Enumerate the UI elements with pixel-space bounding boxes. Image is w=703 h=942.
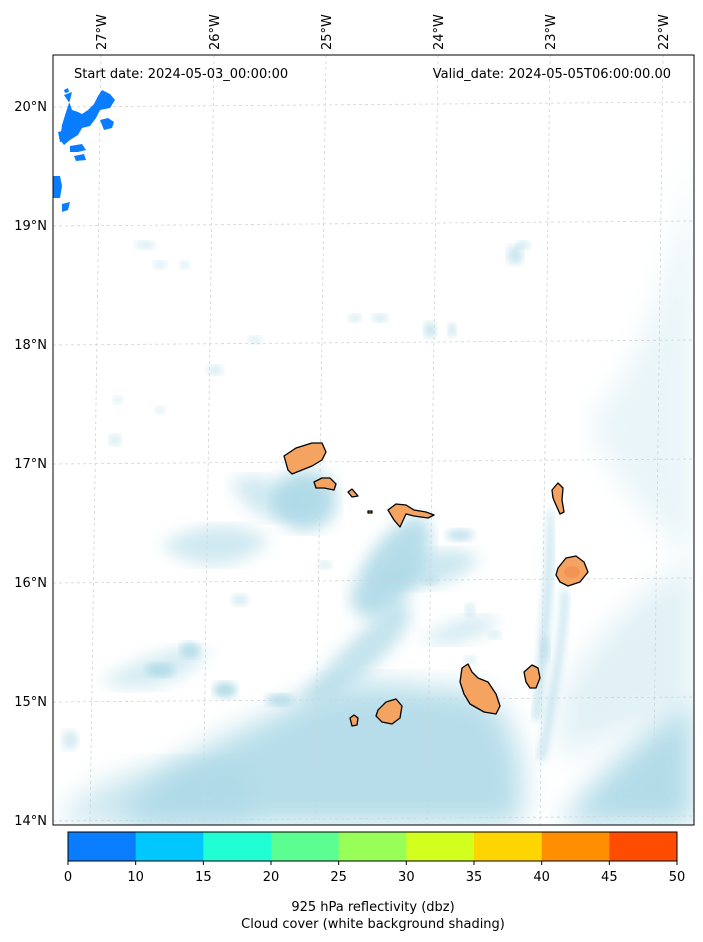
colorbar-tick-label: 10: [127, 870, 144, 885]
reflectivity-echoes: [53, 88, 115, 212]
lat-label: 20°N: [14, 100, 47, 115]
lon-label: 24°W: [432, 14, 447, 50]
colorbar-segment: [68, 832, 137, 861]
island-santa-luzia: [347, 488, 359, 498]
lat-label: 18°N: [14, 338, 47, 353]
island-sal: [551, 482, 565, 515]
colorbar-label: 925 hPa reflectivity (dbz): [291, 900, 455, 915]
colorbar-tick-label: 40: [533, 870, 550, 885]
colorbar-tick-label: 0: [64, 870, 72, 885]
island-santiago: [459, 663, 501, 715]
island-islet: [367, 510, 373, 514]
lon-label: 27°W: [95, 14, 110, 50]
lon-label: 26°W: [208, 14, 223, 50]
colorbar-tick-label: 45: [601, 870, 618, 885]
island-sao-nicolau: [387, 503, 435, 528]
lon-label: 25°W: [320, 14, 335, 50]
colorbar-tick-label: 50: [669, 870, 686, 885]
island-santo-antao: [283, 442, 327, 475]
colorbar-segment: [271, 832, 340, 861]
colorbar-tick-label: 15: [195, 870, 212, 885]
gridlines: [53, 55, 694, 825]
colorbar-segment: [406, 832, 475, 861]
colorbar-segment: [203, 832, 272, 861]
map-frame: [52, 54, 695, 826]
lat-label: 17°N: [14, 457, 47, 472]
colorbar-caption: 925 hPa reflectivity (dbz) Cloud cover (…: [0, 899, 703, 933]
start-date-text: Start date: 2024-05-03_00:00:00: [74, 67, 288, 82]
lat-label: 19°N: [14, 219, 47, 234]
island-sao-vicente: [313, 477, 337, 491]
island-maio: [523, 664, 541, 689]
valid-date-text: Valid_date: 2024-05-05T06:00:00.00: [433, 67, 671, 82]
island-brava: [349, 714, 359, 727]
colorbar-segment: [474, 832, 543, 861]
colorbar-segment: [541, 832, 610, 861]
islands: [283, 442, 589, 727]
boa-vista-echo: [564, 566, 580, 578]
lon-label: 22°W: [657, 14, 672, 50]
colorbar-frame: [67, 831, 678, 862]
colorbar-tick-label: 25: [330, 870, 347, 885]
cloud-cover-layer: [60, 150, 694, 825]
colorbar-tick-label: 35: [466, 870, 483, 885]
cloud-cover-note: Cloud cover (white background shading): [241, 917, 505, 932]
longitude-labels: 27°W 26°W 25°W 24°W 23°W 22°W: [95, 14, 672, 50]
colorbar-tick-label: 30: [398, 870, 415, 885]
colorbar-tick-label: 20: [263, 870, 280, 885]
colorbar-segment: [338, 832, 407, 861]
island-fogo: [375, 698, 403, 725]
colorbar-segment: [135, 832, 204, 861]
lat-label: 14°N: [14, 814, 47, 829]
lat-label: 15°N: [14, 695, 47, 710]
lon-label: 23°W: [544, 14, 559, 50]
colorbar-segment: [609, 832, 678, 861]
lat-label: 16°N: [14, 576, 47, 591]
colorbar: 0 10 15 20 25 30 35 40 45 50: [64, 831, 686, 885]
latitude-labels: 20°N 19°N 18°N 17°N 16°N 15°N 14°N: [14, 100, 47, 829]
